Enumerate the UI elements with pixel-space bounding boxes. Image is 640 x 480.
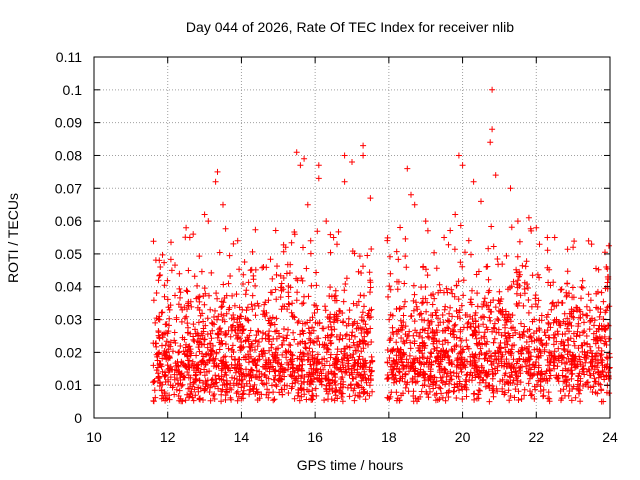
y-tick-label: 0 — [74, 410, 82, 426]
y-tick-label: 0.07 — [55, 180, 82, 196]
y-tick-label: 0.11 — [56, 49, 82, 65]
y-tick-label: 0.03 — [55, 312, 82, 328]
x-tick-label: 16 — [307, 429, 323, 445]
x-tick-label: 24 — [602, 429, 618, 445]
y-tick-label: 0.05 — [55, 246, 82, 262]
y-tick-label: 0.01 — [55, 377, 82, 393]
roti-series-points — [150, 86, 613, 405]
x-tick-label: 10 — [86, 429, 102, 445]
x-tick-label: 14 — [234, 429, 250, 445]
y-tick-label: 0.09 — [55, 115, 82, 131]
y-axis-ticks: 0 0.01 0.02 0.03 0.04 0.05 0.06 0.07 0.08 0.09 0.1… — [55, 49, 610, 426]
y-tick-label: 0.1 — [63, 82, 83, 98]
x-axis-title: GPS time / hours — [297, 457, 404, 473]
plot-border — [93, 56, 611, 419]
y-tick-label: 0.04 — [55, 279, 82, 295]
x-tick-label: 20 — [455, 429, 471, 445]
x-axis-ticks: 10 12 14 16 18 20 22 24 — [86, 57, 618, 445]
data-points — [150, 86, 613, 405]
y-tick-label: 0.06 — [55, 213, 82, 229]
x-tick-label: 12 — [160, 429, 176, 445]
y-tick-label: 0.08 — [55, 147, 82, 163]
x-tick-label: 18 — [381, 429, 397, 445]
plot-frame — [93, 56, 611, 419]
y-axis-title: ROTI / TECUs — [5, 193, 21, 283]
y-tick-label: 0.02 — [55, 344, 82, 360]
chart-title: Day 044 of 2026, Rate Of TEC Index for r… — [186, 19, 514, 35]
x-tick-label: 22 — [528, 429, 544, 445]
